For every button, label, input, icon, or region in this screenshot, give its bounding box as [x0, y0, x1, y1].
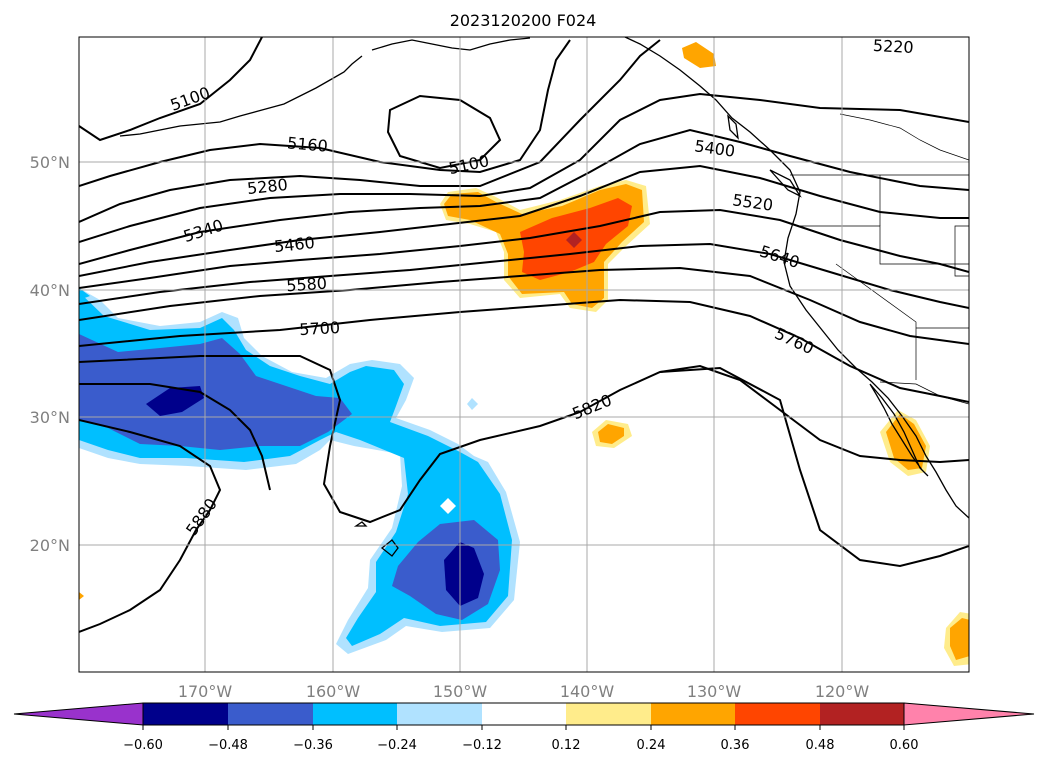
contour-label: 5280	[246, 175, 288, 198]
colorbar-tick-label: 0.60	[890, 738, 919, 753]
neg-white-hole	[440, 498, 456, 514]
height-contours	[79, 37, 969, 633]
contour-line	[79, 208, 969, 289]
negative-anomaly-regions	[79, 288, 520, 654]
canada-border	[839, 113, 969, 161]
contour-label: 5820	[570, 390, 615, 423]
contour-line	[79, 242, 969, 309]
contour-line	[386, 94, 502, 170]
contour-label: 5520	[731, 190, 774, 214]
contour-line	[79, 37, 263, 142]
neg-max-region	[146, 386, 204, 416]
contour-label: 5100	[447, 151, 491, 178]
neg-max-region-south	[444, 542, 484, 606]
colorbar-tick-label: −0.60	[123, 738, 163, 753]
contour-label: 5100	[168, 83, 213, 115]
contour-line	[659, 366, 969, 568]
colorbar-tick-label: 0.48	[806, 738, 835, 753]
longitude-labels: 170°W 160°W 150°W 140°W 130°W 120°W	[178, 682, 870, 701]
contour-line	[79, 419, 222, 633]
lat-label: 40°N	[30, 281, 70, 300]
neg-light-dot	[467, 398, 478, 410]
colorbar-segment	[143, 703, 228, 725]
alaska-coast	[371, 37, 531, 51]
us-state-border-3	[835, 263, 917, 380]
lon-label: 170°W	[178, 682, 233, 701]
gridlines	[79, 37, 969, 672]
us-state-border-5	[954, 225, 969, 277]
lat-label: 20°N	[30, 536, 70, 555]
colorbar-segment	[651, 703, 735, 725]
colorbar-extend-low	[13, 702, 144, 726]
political-borders	[790, 113, 969, 405]
lat-label: 50°N	[30, 153, 70, 172]
contour-line	[79, 355, 969, 524]
aleutian-islands	[119, 55, 363, 137]
lon-label: 140°W	[560, 682, 615, 701]
colorbar-tick-label: 0.24	[637, 738, 666, 753]
contour-label: 5640	[757, 241, 802, 272]
hawaii-big-island	[380, 539, 399, 557]
colorbar-segment	[566, 703, 651, 725]
colorbar-segment	[820, 703, 904, 725]
lon-label: 160°W	[306, 682, 361, 701]
contour-line	[79, 128, 969, 265]
us-state-border-1	[800, 225, 969, 265]
coastlines	[119, 37, 969, 557]
neg-strong-region	[79, 334, 352, 450]
pos-region-se-inner	[950, 618, 969, 660]
colorbar-frame	[142, 702, 905, 726]
lon-label: 150°W	[433, 682, 488, 701]
contour-line	[79, 39, 661, 223]
hawaii-maui	[353, 521, 368, 527]
colorbar-extend-high	[903, 702, 1035, 726]
colorbar-tick-label: 0.12	[552, 738, 581, 753]
pos-region-mid-inner	[598, 424, 624, 444]
map-panel: 5100 5160 5280 5340 5460 5580 5700 5100 …	[79, 36, 969, 672]
haida-gwaii	[727, 114, 739, 140]
colorbar-ticks	[142, 725, 905, 730]
contour-label: 5760	[772, 324, 817, 358]
colorbar-segment	[228, 703, 313, 725]
contour-line	[79, 298, 969, 403]
pos-max-dot	[566, 232, 582, 248]
map-frame	[78, 36, 970, 673]
lat-label: 30°N	[30, 408, 70, 427]
colorbar-tick-labels: −0.60 −0.48 −0.36 −0.24 −0.12 0.12 0.24 …	[123, 738, 918, 753]
contour-label: 5340	[181, 215, 226, 246]
pos-region-east-inner	[886, 414, 926, 470]
colorbar-tick-label: −0.12	[462, 738, 502, 753]
lon-label: 130°W	[687, 682, 742, 701]
colorbar-segment	[313, 703, 397, 725]
pos-region-edge	[79, 592, 84, 600]
contour-line	[79, 164, 969, 277]
north-america-coast	[624, 37, 969, 519]
contour-label: 5220	[872, 36, 914, 57]
contour-label: 5160	[286, 133, 328, 155]
colorbar-tick-label: 0.36	[721, 738, 750, 753]
contour-line	[79, 383, 271, 491]
contour-line	[79, 266, 969, 345]
pos-region-north	[682, 42, 716, 68]
colorbar-segment	[735, 703, 820, 725]
contour-label: 5580	[286, 274, 328, 296]
colorbar-tick-label: −0.48	[208, 738, 248, 753]
lon-label: 120°W	[815, 682, 870, 701]
positive-anomaly-regions	[79, 42, 969, 666]
neg-light-region-edge	[79, 288, 90, 300]
neg-mid-small	[450, 474, 466, 496]
contour-label: 5460	[273, 233, 315, 256]
contour-label: 5700	[299, 318, 341, 339]
vancouver-island	[769, 169, 802, 198]
contour-line	[79, 92, 969, 243]
colorbar-tick-label: −0.24	[377, 738, 417, 753]
latitude-labels: 50°N 40°N 30°N 20°N	[30, 153, 70, 555]
colorbar-segment	[482, 703, 566, 725]
figure-title: 2023120200 F024	[450, 11, 597, 30]
contour-line	[79, 39, 571, 187]
colorbar-segment	[397, 703, 482, 725]
colorbar: −0.60 −0.48 −0.36 −0.24 −0.12 0.12 0.24 …	[13, 702, 1035, 753]
colorbar-tick-label: −0.36	[293, 738, 333, 753]
